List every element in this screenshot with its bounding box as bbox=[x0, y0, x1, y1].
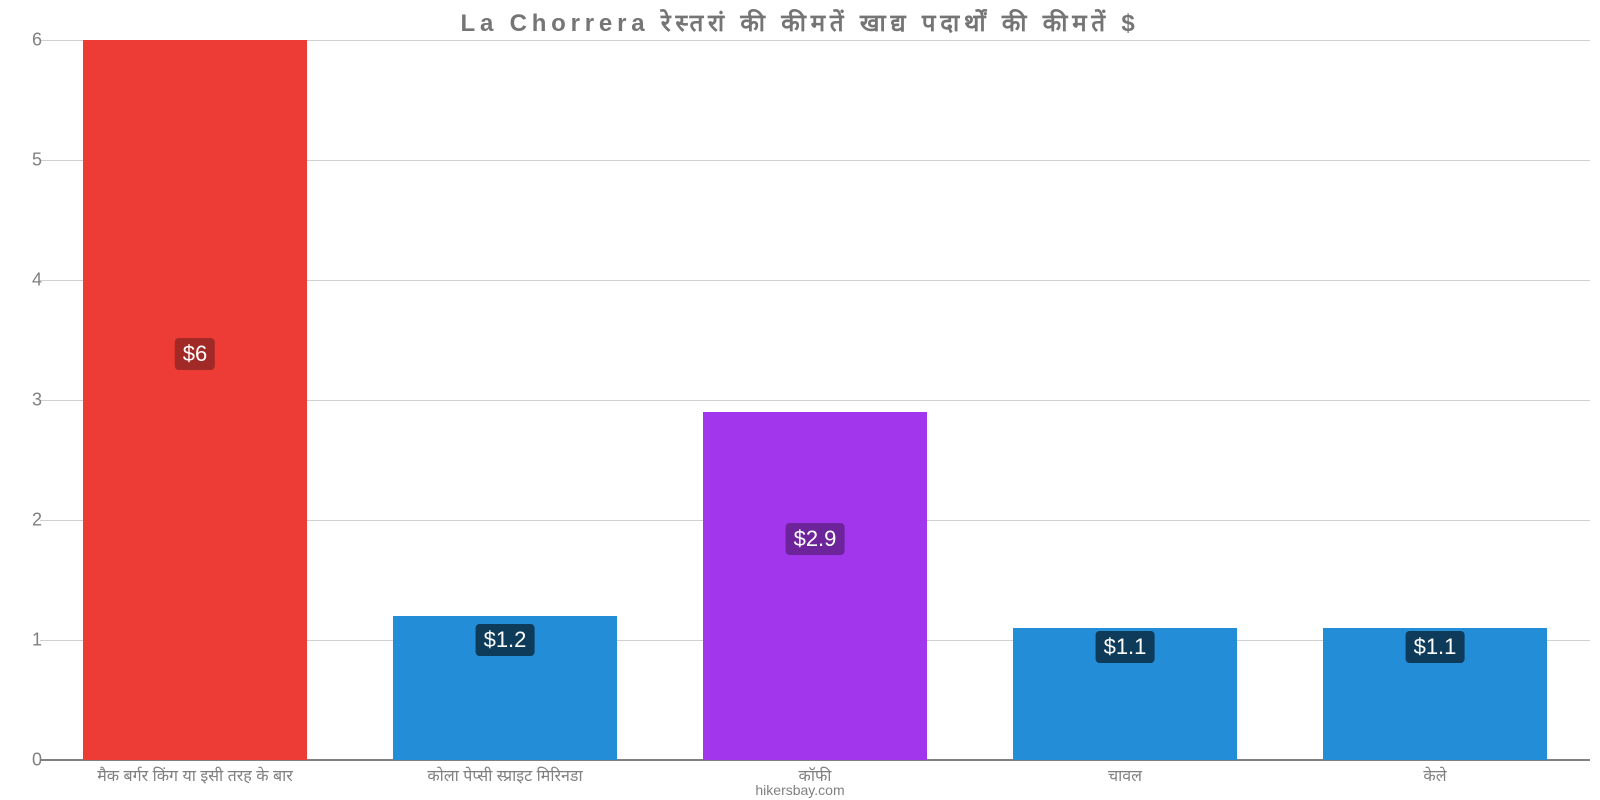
y-tick-label: 2 bbox=[32, 510, 42, 531]
bar-value-label: $6 bbox=[175, 338, 215, 370]
attribution-text: hikersbay.com bbox=[0, 782, 1600, 798]
y-tick-label: 6 bbox=[32, 30, 42, 51]
chart-title: La Chorrera रेस्तरां की कीमतें खाद्य पदा… bbox=[0, 6, 1600, 39]
bar-value-label: $1.1 bbox=[1096, 631, 1155, 663]
bar-value-label: $1.2 bbox=[476, 624, 535, 656]
y-tick-label: 5 bbox=[32, 150, 42, 171]
bar-value-label: $2.9 bbox=[786, 523, 845, 555]
bar bbox=[83, 40, 306, 760]
bar-value-label: $1.1 bbox=[1406, 631, 1465, 663]
y-tick-label: 0 bbox=[32, 750, 42, 771]
plot-area: $6 $1.2 $2.9 $1.1 $1.1 bbox=[40, 40, 1590, 760]
bars-container: $6 $1.2 $2.9 $1.1 $1.1 bbox=[40, 40, 1590, 760]
y-tick-label: 3 bbox=[32, 390, 42, 411]
y-tick-label: 4 bbox=[32, 270, 42, 291]
bar bbox=[703, 412, 926, 760]
y-tick-label: 1 bbox=[32, 630, 42, 651]
